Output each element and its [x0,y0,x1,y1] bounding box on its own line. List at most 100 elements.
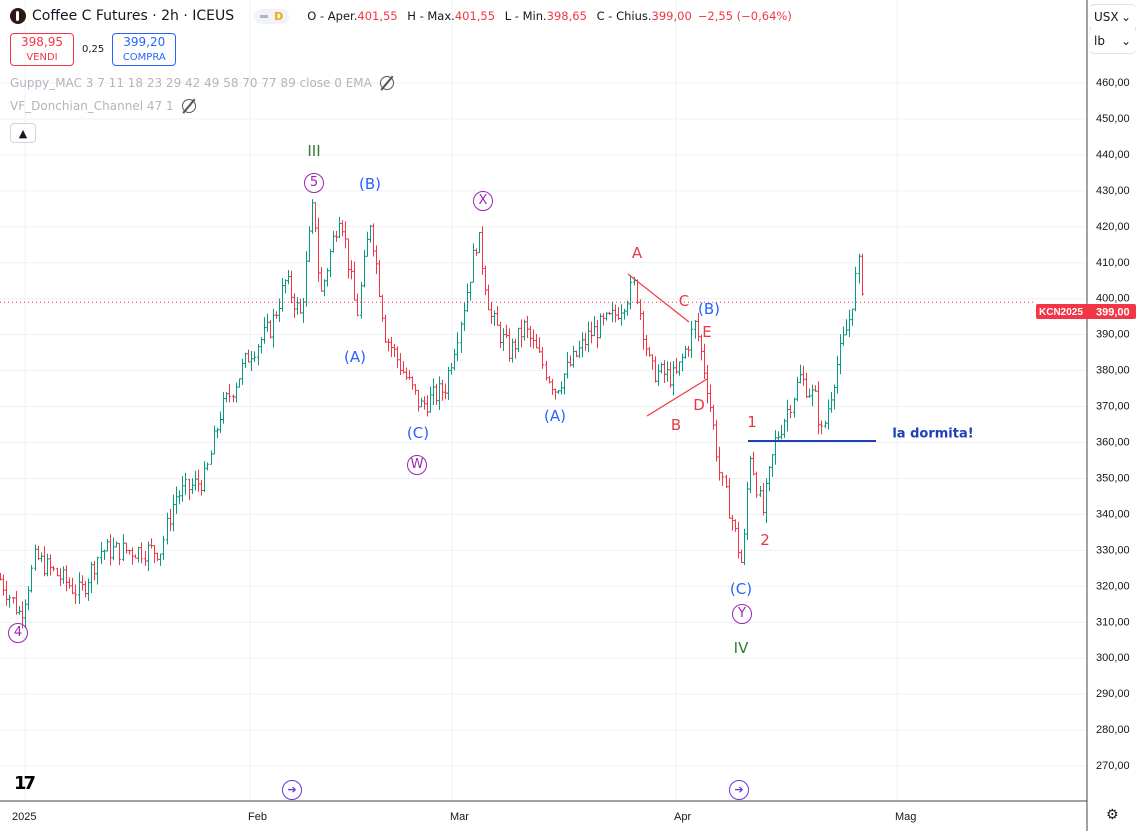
candle [68,577,71,589]
wave-label-2[interactable]: 2 [760,531,770,549]
candle [112,537,115,561]
grid [0,0,1087,801]
wave-label-W[interactable]: W [407,455,427,475]
candle [678,361,681,376]
candle [93,560,96,581]
candle [311,199,314,234]
wave-label-B[interactable]: (B) [359,175,381,193]
wave-label-C[interactable]: (C) [729,580,753,598]
candle [765,478,768,523]
symbol-title[interactable]: Coffee C Futures · 2h · ICEUS [32,8,235,24]
last-price-symbol: KCN2025 [1039,307,1083,318]
candle [200,479,203,496]
candle [541,347,544,369]
indicator-guppy[interactable]: Guppy_MAC 3 7 11 18 23 29 42 49 58 70 77… [10,76,394,90]
unit-selector [1090,4,1136,54]
wave-label-X[interactable]: X [473,191,493,211]
candle [408,370,411,380]
candle [350,260,353,280]
triangle-label-D[interactable]: D [693,396,705,414]
candle [429,386,432,413]
candle [493,310,496,326]
chevron-down-icon: ⌄ [1120,34,1131,48]
settings-icon[interactable]: ⚙ [1106,807,1119,823]
price-tick: 290,00 [1096,688,1130,700]
sell-button[interactable]: 398,95 VENDI [10,33,74,66]
close-label: C - Chius. [596,9,652,23]
candle [858,253,861,284]
wave-label-C[interactable]: (C) [406,424,430,442]
candle [566,352,569,379]
wave-label-1[interactable]: 1 [747,413,757,431]
triangle-label-A[interactable]: A [631,244,643,262]
candle [645,335,648,357]
triangle-label-C[interactable]: C [678,292,690,310]
buy-button[interactable]: 399,20 COMPRA [112,33,177,66]
candle [514,338,517,359]
candle [78,572,81,605]
candle [851,308,854,326]
candle [90,561,93,594]
candle [532,329,535,349]
candle [666,361,669,382]
mode-badge[interactable]: D [254,8,290,24]
wave-label-Y[interactable]: Y [732,604,752,624]
candle [284,279,287,294]
candle [375,245,378,274]
candle [447,366,450,400]
candle [405,367,408,380]
candle [545,360,548,381]
candle [320,267,323,292]
triangle-label-E[interactable]: E [702,323,712,341]
indicator-donchian[interactable]: VF_Donchian_Channel 47 1 [10,99,196,113]
candle [759,485,762,497]
currency-select[interactable]: USX ⌄ [1090,7,1136,27]
candle [599,313,602,339]
wave-label-III[interactable]: III [307,142,321,160]
candle [290,270,293,304]
wave-label-5[interactable]: 5 [304,173,324,193]
wave-label-A[interactable]: (A) [544,407,566,425]
candle [629,276,632,310]
event-marker-icon[interactable]: ➔ [729,780,749,800]
price-tick: 450,00 [1096,113,1130,125]
candle [296,297,299,315]
candle [786,399,789,432]
price-tick: 430,00 [1096,185,1130,197]
candle [651,354,654,370]
candle [253,351,256,362]
unit-select[interactable]: lb ⌄ [1090,31,1136,51]
candle [323,279,326,297]
wave-label-A[interactable]: (A) [344,348,366,366]
candle [734,519,737,532]
candle [752,451,755,476]
candle [557,390,560,394]
support-note[interactable]: la dormita! [892,426,974,442]
candle [478,231,481,254]
candle [642,311,645,350]
triangle-label-B[interactable]: B [670,416,682,434]
collapse-legend-button[interactable]: ▲ [10,123,36,143]
candle [660,362,663,374]
wave-label-IV[interactable]: IV [733,639,749,657]
wave-label-4[interactable]: 4 [8,623,28,643]
wave-label-B[interactable]: (B) [698,300,720,318]
candle [12,596,15,604]
eye-hidden-icon[interactable] [181,99,196,113]
eye-hidden-icon[interactable] [379,76,394,90]
candle [329,249,332,278]
candle [526,315,529,338]
event-marker-icon[interactable]: ➔ [282,780,302,800]
close-value: 399,00 [651,9,692,23]
candle [672,360,675,396]
candle [299,298,302,314]
candle [188,478,191,501]
candle [824,420,827,429]
candle [235,382,238,403]
buy-price: 399,20 [123,35,166,49]
candle [100,541,103,565]
tradingview-logo[interactable]: 17 [14,773,36,794]
candle [210,450,213,465]
candle [830,391,833,413]
